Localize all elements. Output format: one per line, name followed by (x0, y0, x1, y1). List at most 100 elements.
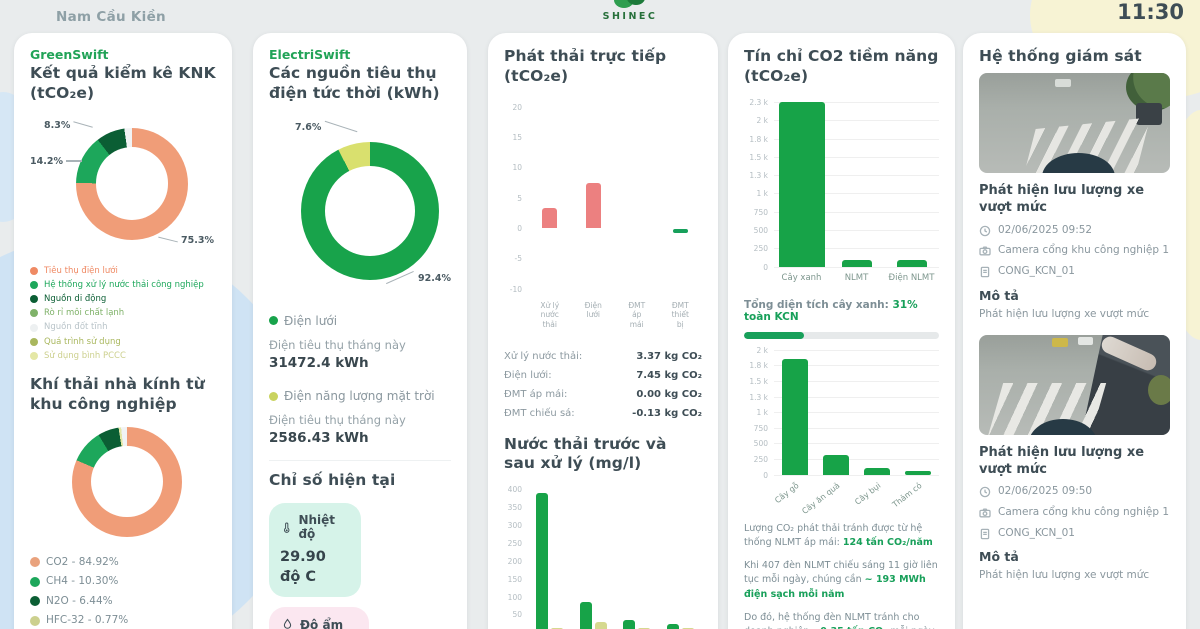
gridline (774, 349, 939, 351)
data-row-value: 0.00 kg CO₂ (636, 388, 702, 400)
bar (672, 228, 688, 233)
legend-item: Nguồn đốt tĩnh (30, 322, 216, 332)
alert-camera: Camera cổng khu công nghiệp 1 (998, 506, 1170, 519)
description-text: Phát hiện lưu lượng xe vượt mức (979, 569, 1150, 582)
legend-item: Nguồn di động (30, 294, 216, 304)
grid-usage-value: 31472.4 kWh (269, 355, 369, 372)
legend-item: Hệ thống xử lý nước thải công nghiệp (30, 280, 216, 290)
donut-callout: 75.3% (158, 235, 214, 246)
axis-tick-label: -5 (514, 254, 522, 264)
panel-title-text: Phát thải trực tiếp (504, 47, 667, 65)
green-area-progressbar (744, 331, 939, 339)
legend-label: Quá trình sử dụng (44, 336, 121, 347)
callout-label: 14.2% (30, 155, 63, 167)
gridline (774, 138, 939, 140)
axis-tick-label: 20 (512, 102, 522, 112)
axis-tick-label: 750 (753, 423, 768, 433)
bar (864, 467, 891, 475)
panel-title-text: Kết quả kiểm kê KNK (30, 64, 216, 82)
solar-source-legend: Điện năng lượng mặt trời (269, 389, 451, 403)
legend-label: Điện lưới (284, 313, 338, 328)
clock: 11:30 (1117, 0, 1184, 24)
panel-title: Phát thải trực tiếp (tCO₂e) (504, 47, 702, 87)
legend-dot (269, 391, 278, 401)
legend-item: Quá trình sử dụng (30, 337, 216, 347)
axis-tick-label: 0 (517, 223, 522, 233)
droplet-icon (283, 619, 292, 629)
temperature-card: Nhiệt độ 29.90 độ C (269, 503, 361, 598)
solar-usage-value: 2586.43 kWh (269, 430, 369, 447)
panel-title: Hệ thống giám sát (979, 47, 1142, 65)
axis-tick-label: 1.5 k (749, 152, 768, 162)
legend-dot (30, 576, 40, 587)
direct-emissions-chart[interactable]: 20 15 10 5 0 -5 -10 Xử lý nước thải Điện lưới ĐMT… (504, 95, 702, 343)
callout-line (73, 121, 94, 129)
gridline (774, 380, 939, 382)
metric-head: Độ ẩm (280, 617, 358, 629)
vehicle-hood-shape (1042, 152, 1115, 173)
divider (269, 460, 451, 462)
vehicle-hood-shape (1028, 418, 1098, 435)
alert-time: 02/06/2025 09:52 (998, 223, 1093, 236)
shinec-logo-text: SHINEC (602, 11, 658, 22)
legend-label: Hệ thống xử lý nước thải công nghiệp (44, 279, 204, 290)
axis-category-label: Điện NLMT (888, 272, 935, 283)
axis-tick-label: 2.3 k (749, 97, 768, 107)
green-area-label: Tổng diện tích cây xanh: 31% toàn KCN (744, 299, 939, 323)
gridline (774, 459, 939, 461)
axis-category-label: Xử lý nước thải (540, 300, 560, 330)
data-row-label: ĐMT chiếu sá: (504, 407, 575, 419)
alert-id: CONG_KCN_01 (998, 526, 1075, 539)
callout-line (386, 271, 415, 285)
alert-id-row: CONG_KCN_01 (979, 265, 1170, 279)
axis-tick-label: 15 (512, 133, 522, 143)
data-row: Xử lý nước thải: 3.37 kg CO₂ (504, 351, 702, 362)
data-row: ĐMT áp mái: 0.00 kg CO₂ (504, 389, 702, 400)
panel-title: Các nguồn tiêu thụ điện tức thời (kWh) (269, 64, 440, 102)
axis-tick-label: 400 (507, 485, 522, 495)
callout-label: 92.4% (418, 272, 451, 284)
ghg-donut-chart[interactable] (76, 127, 188, 240)
legend-dot (30, 323, 38, 332)
legend-item: Điện năng lượng mặt trời (269, 389, 451, 403)
gridline (774, 474, 939, 476)
legend-dot (30, 351, 38, 360)
credits-sources-chart[interactable]: 2.3 k 2 k 1.8 k 1.5 k 1.3 k 1 k 750 500 250 0 Cây … (744, 95, 939, 287)
description-heading: Mô tả (979, 287, 1019, 303)
legend-item: Tiêu thụ điện lưới (30, 266, 216, 276)
panel-electricity: ElectriSwift Các nguồn tiêu thụ điện tức… (253, 33, 467, 629)
axis-category-label: ĐMT áp mái (628, 300, 646, 330)
legend-dot (30, 266, 38, 275)
legend-label: HFC-32 - 0.77% (46, 614, 129, 627)
gridline (774, 156, 939, 158)
data-row-label: Điện lưới: (504, 369, 552, 381)
bar (841, 260, 872, 267)
gridline (774, 193, 939, 195)
bar (536, 493, 549, 629)
camera-feed-1[interactable] (979, 72, 1170, 173)
gases-donut-chart[interactable] (72, 426, 182, 537)
data-row-value: -0.13 kg CO₂ (632, 407, 702, 419)
green-area-value: 31% toàn KCN (744, 298, 918, 323)
callout-label: 8.3% (44, 119, 71, 131)
panel-ghg-inventory: GreenSwift Kết quả kiểm kê KNK (tCO₂e) 8.… (14, 33, 232, 629)
alert-time-row: 02/06/2025 09:52 (979, 224, 1170, 238)
header: Nam Cầu Kiền SHINEC 11:30 (0, 0, 1200, 32)
camera-feed-2[interactable] (979, 334, 1170, 435)
legend-item: HFC-32 - 0.77% (30, 614, 216, 627)
bar (594, 621, 607, 629)
ghg-donut-block: 8.3% 14.2% 75.3% (30, 110, 216, 262)
electricity-donut-chart[interactable] (301, 141, 439, 280)
ghg-subtitle: Khí thải nhà kính từ khu công nghiệp (30, 374, 205, 413)
axis-tick-label: 750 (753, 207, 768, 217)
note-text: Khi 407 đèn NLMT chiếu sáng 11 giờ liên … (744, 560, 938, 586)
current-indicators-heading: Chỉ số hiện tại (269, 471, 396, 490)
gridline (774, 175, 939, 177)
shinec-logo-icon (585, 0, 675, 10)
wastewater-subtitle: Nước thải trước và sau xử lý (mg/l) (504, 434, 667, 473)
axis-tick-label: 10 (512, 163, 522, 173)
axis-category-label: ĐMT thiết bị (671, 300, 689, 330)
wastewater-chart[interactable]: 400350300250200150100500 (504, 482, 702, 629)
